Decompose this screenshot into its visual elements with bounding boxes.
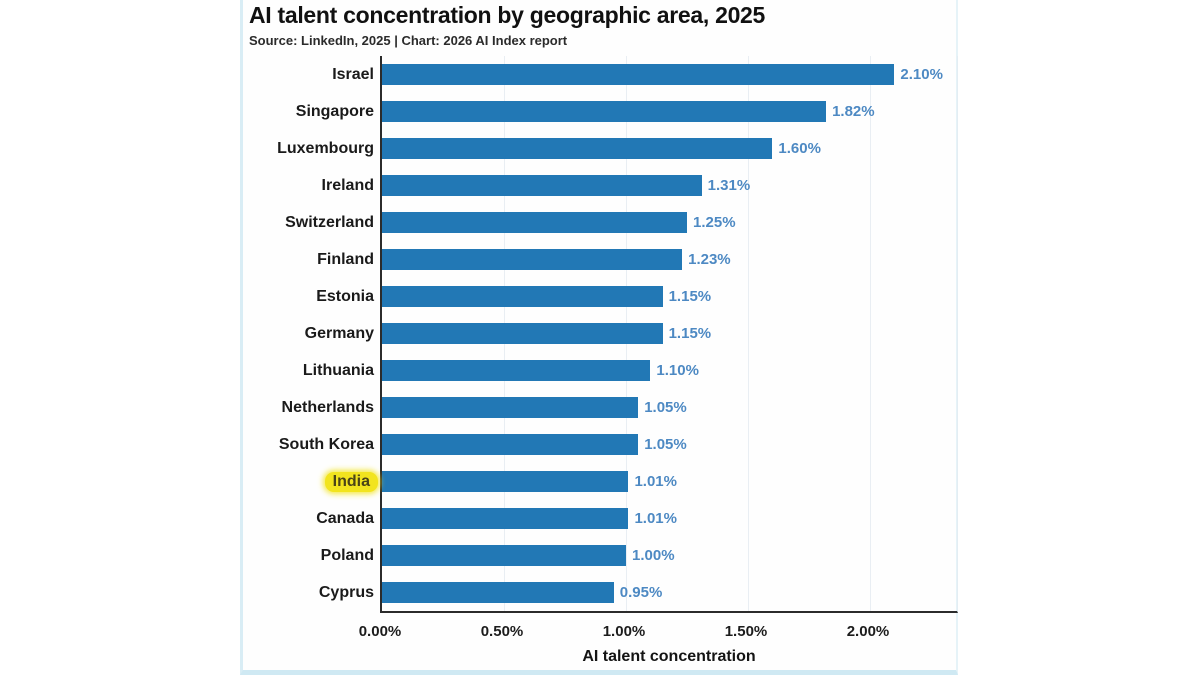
value-label: 0.95% — [619, 584, 663, 601]
value-label: 1.25% — [693, 214, 736, 231]
chart-row: Cyprus 0.95% — [319, 574, 957, 611]
category-label: Germany — [304, 324, 374, 342]
chart-row: Ireland 1.31% — [322, 167, 957, 204]
value-label: 1.23% — [688, 251, 731, 268]
chart-row: Israel 2.10% — [332, 56, 957, 93]
chart-row: Poland 1.00% — [321, 537, 957, 574]
x-tick-label: 0.50% — [480, 623, 524, 640]
value-label: 1.01% — [634, 473, 677, 490]
x-axis-label: AI talent concentration — [582, 648, 756, 665]
plot-area: Israel 2.10% Singapore 1.82% Luxembourg 1.60%… — [277, 56, 958, 613]
x-tick-label: 1.50% — [724, 623, 768, 640]
chart-source: Source: LinkedIn, 2025 | Chart: 2026 AI … — [249, 33, 568, 48]
category-label: Estonia — [316, 287, 374, 305]
bar — [382, 582, 614, 603]
value-label: 1.05% — [644, 436, 687, 453]
value-label: 1.15% — [668, 288, 712, 305]
category-label: Finland — [317, 250, 374, 268]
chart-title: AI talent concentration by geographic ar… — [249, 2, 766, 28]
bar — [382, 249, 683, 270]
chart-row: Luxembourg 1.60% — [277, 130, 957, 167]
bar — [382, 360, 651, 381]
value-label: 1.60% — [778, 140, 821, 157]
category-label: Luxembourg — [277, 139, 374, 157]
value-label: 2.10% — [900, 66, 943, 83]
bar — [382, 545, 626, 566]
chart-row: India 1.01% — [324, 463, 957, 500]
value-label: 1.10% — [656, 362, 699, 379]
value-label: 1.15% — [668, 325, 712, 342]
bar — [382, 138, 773, 159]
value-label: 1.00% — [632, 547, 675, 564]
value-label: 1.31% — [707, 177, 751, 194]
chart-container: AI talent concentration by geographic ar… — [240, 0, 958, 675]
category-label: Switzerland — [285, 213, 374, 231]
gridline — [748, 56, 749, 611]
chart-row: Estonia 1.15% — [316, 278, 957, 315]
category-label: Lithuania — [302, 361, 374, 379]
category-label: Singapore — [295, 102, 374, 120]
bar — [382, 286, 663, 307]
chart-row: South Korea 1.05% — [279, 426, 957, 463]
category-label: Ireland — [321, 176, 374, 194]
chart-row: Canada 1.01% — [316, 500, 957, 537]
category-label: Cyprus — [318, 583, 374, 601]
bar — [382, 323, 663, 344]
bar — [382, 64, 895, 85]
category-label: Canada — [316, 509, 374, 527]
category-label: Poland — [320, 546, 374, 564]
category-label: Netherlands — [281, 398, 374, 416]
chart-row: Finland 1.23% — [317, 241, 957, 278]
bar — [382, 101, 827, 122]
x-tick-label: 1.00% — [602, 623, 646, 640]
bar — [382, 175, 702, 196]
category-label: South Korea — [278, 435, 374, 453]
chart-row: Lithuania 1.10% — [303, 352, 957, 389]
chart-row: Germany 1.15% — [305, 315, 957, 352]
bar — [382, 471, 629, 492]
chart-row: Switzerland 1.25% — [285, 204, 957, 241]
chart-row: Singapore 1.82% — [296, 93, 957, 130]
value-label: 1.01% — [634, 510, 677, 527]
bar-rows: Israel 2.10% Singapore 1.82% Luxembourg 1.60%… — [277, 56, 957, 611]
bar — [382, 212, 687, 233]
x-tick-label: 2.00% — [846, 623, 890, 640]
category-label: Israel — [332, 65, 374, 83]
value-label: 1.82% — [832, 103, 875, 120]
x-axis-ticks: 0.00% 0.50% 1.00% 1.50% 2.00% — [243, 623, 961, 641]
x-tick-label: 0.00% — [358, 623, 402, 640]
value-label: 1.05% — [644, 399, 687, 416]
gridline — [870, 56, 871, 611]
bar — [382, 508, 629, 529]
bar — [382, 397, 639, 418]
category-label-highlighted: India — [324, 471, 378, 492]
bar — [382, 434, 639, 455]
chart-row: Netherlands 1.05% — [282, 389, 957, 426]
